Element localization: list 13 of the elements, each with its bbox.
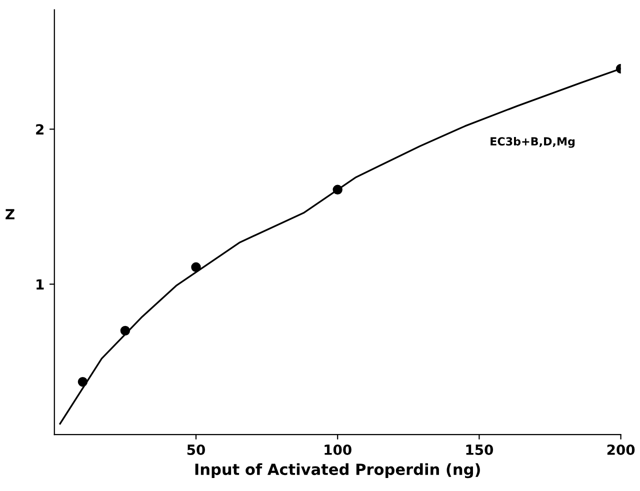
x-tick-label: 200 — [607, 444, 635, 456]
y-axis-title: Z — [6, 209, 14, 220]
point — [120, 326, 130, 336]
y-tick-label: 2 — [36, 124, 44, 134]
annotation: EC3b+B,D,Mg — [490, 136, 575, 148]
x-tick-label: 50 — [187, 444, 205, 456]
y-tick-label: 1 — [36, 279, 44, 290]
point — [78, 376, 88, 387]
x-tick-label: 150 — [466, 444, 494, 456]
x-axis-title: Input of Activated Properdin (ng) — [195, 463, 480, 478]
x-tick-label: 100 — [324, 444, 352, 456]
point — [332, 184, 342, 194]
point — [191, 262, 201, 272]
